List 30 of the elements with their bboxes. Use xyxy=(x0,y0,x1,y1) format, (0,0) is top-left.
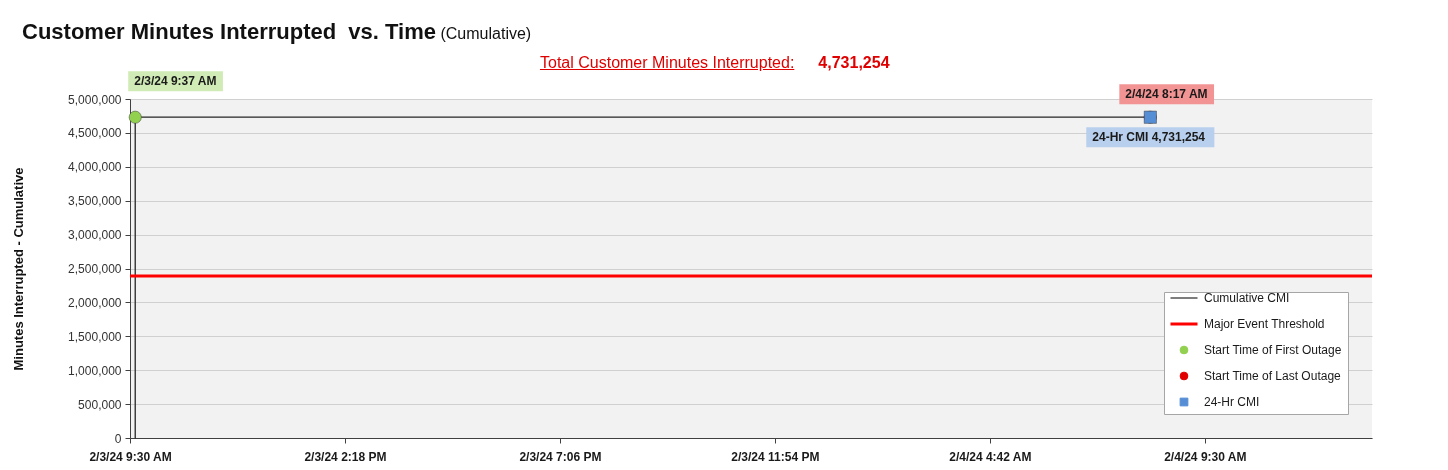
legend-label: Major Event Threshold xyxy=(1204,317,1325,331)
x-tick-label: 2/3/24 9:30 AM xyxy=(89,449,172,464)
chart-title: Customer Minutes Interrupted vs. Time xyxy=(22,19,437,44)
y-tick-label: 3,000,000 xyxy=(68,228,122,243)
data-label: 2/4/24 8:17 AM xyxy=(1125,87,1208,102)
legend-label: Start Time of Last Outage xyxy=(1204,369,1342,383)
y-tick-label: 2,500,000 xyxy=(68,262,122,276)
y-tick-label: 4,000,000 xyxy=(68,160,122,175)
y-tick-label: 5,000,000 xyxy=(68,92,122,107)
y-tick-label: 3,500,000 xyxy=(68,194,122,209)
x-tick-label: 2/4/24 9:30 AM xyxy=(1164,449,1247,464)
x-tick-label: 2/3/24 7:06 PM xyxy=(519,449,602,464)
y-tick-label: 1,500,000 xyxy=(68,329,122,344)
y-tick-label: 0 xyxy=(114,431,122,446)
legend-label: Start Time of First Outage xyxy=(1204,343,1342,357)
text: 4,731,254 xyxy=(818,54,890,72)
data-label: 2/3/24 9:37 AM xyxy=(134,74,217,89)
y-tick-label: 2,000,000 xyxy=(68,295,122,310)
chart-subtitle: (Cumulative) xyxy=(440,25,532,42)
x-tick-label: 2/3/24 11:54 PM xyxy=(731,449,820,464)
y-axis-title: Minutes Interrupted - Cumulative xyxy=(11,167,27,371)
y-tick-label: 1,000,000 xyxy=(68,363,122,378)
y-tick-label: 500,000 xyxy=(78,397,122,412)
x-tick-label: 2/4/24 4:42 AM xyxy=(949,449,1032,464)
x-tick-label: 2/3/24 2:18 PM xyxy=(304,449,387,464)
y-tick-label: 4,500,000 xyxy=(68,126,122,141)
text: Total Customer Minutes Interrupted: xyxy=(540,54,795,72)
legend-label: 24-Hr CMI xyxy=(1204,395,1260,409)
legend-label: Cumulative CMI xyxy=(1204,291,1290,305)
data-label: 24-Hr CMI 4,731,254 xyxy=(1092,130,1206,145)
